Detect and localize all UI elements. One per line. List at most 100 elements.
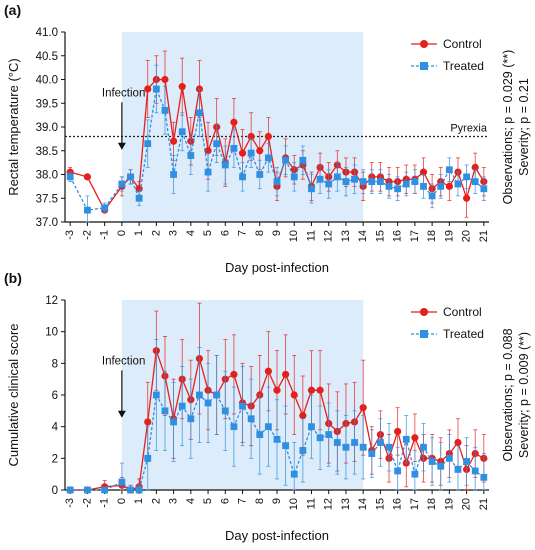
y-axis-label: Cumulative clinical score xyxy=(6,323,21,466)
x-tick-label: 5 xyxy=(202,230,214,236)
x-tick-label: -2 xyxy=(81,498,93,508)
data-point xyxy=(342,443,350,451)
x-tick-label: 15 xyxy=(374,498,386,510)
x-tick-label: 17 xyxy=(409,230,421,242)
infection-period-shade xyxy=(121,32,364,222)
x-tick-label: 13 xyxy=(340,498,352,510)
data-point xyxy=(204,147,212,155)
x-tick-label: 4 xyxy=(185,230,197,236)
data-point xyxy=(144,140,152,148)
legend-marker xyxy=(420,62,428,70)
x-tick-label: 7 xyxy=(237,230,249,236)
data-point xyxy=(178,128,186,136)
x-tick-label: 13 xyxy=(340,230,352,242)
x-tick-label: 10 xyxy=(288,230,300,242)
data-point xyxy=(437,182,445,190)
y-tick-label: 10 xyxy=(45,327,58,339)
data-point xyxy=(462,194,471,202)
y-tick-label: 6 xyxy=(52,390,58,402)
data-point xyxy=(66,173,74,181)
data-point xyxy=(221,407,229,415)
data-point xyxy=(161,407,169,415)
panel-label: (a) xyxy=(4,2,21,18)
data-point xyxy=(385,182,393,190)
data-point xyxy=(230,118,238,126)
x-tick-label: 9 xyxy=(271,498,283,504)
data-point xyxy=(402,180,410,188)
stats-text: Observations; p = 0.088 xyxy=(501,328,515,461)
x-tick-label: -1 xyxy=(99,230,111,240)
data-point xyxy=(84,486,91,494)
x-tick-label: 21 xyxy=(478,498,490,510)
data-point xyxy=(437,462,445,470)
data-point xyxy=(264,132,272,141)
x-tick-label: 18 xyxy=(426,230,438,242)
data-point xyxy=(273,178,281,186)
infection-arrow-head xyxy=(117,410,126,418)
data-point xyxy=(144,454,152,462)
data-point xyxy=(325,431,333,438)
data-point xyxy=(264,154,272,162)
x-tick-label: 8 xyxy=(254,230,266,236)
data-point xyxy=(377,178,384,186)
y-tick-label: 38.0 xyxy=(36,170,58,182)
y-tick-label: 2 xyxy=(52,453,58,465)
x-axis-label: Day post-infection xyxy=(225,260,329,275)
x-tick-label: 1 xyxy=(133,230,145,236)
legend-label: Treated xyxy=(443,327,484,341)
data-point xyxy=(144,85,152,93)
data-point xyxy=(359,404,367,412)
data-point xyxy=(420,443,427,451)
y-tick-label: 12 xyxy=(45,295,58,307)
x-tick-label: 6 xyxy=(219,230,231,236)
data-point xyxy=(170,418,177,426)
data-point xyxy=(247,149,255,157)
data-point xyxy=(342,178,350,186)
x-tick-label: 18 xyxy=(426,498,438,510)
data-point xyxy=(264,423,272,431)
x-tick-label: 12 xyxy=(323,230,335,242)
y-axis-label: Rectal temperature (°C) xyxy=(6,58,21,195)
x-tick-label: 4 xyxy=(185,498,197,504)
data-point xyxy=(239,402,246,410)
data-point xyxy=(445,182,453,190)
data-point xyxy=(247,415,255,423)
data-point xyxy=(428,192,436,200)
data-point xyxy=(152,85,160,93)
series-treated xyxy=(66,64,488,223)
x-tick-label: 0 xyxy=(116,230,128,236)
x-tick-label: 3 xyxy=(168,230,180,236)
data-point xyxy=(135,194,143,202)
x-tick-label: -3 xyxy=(64,230,76,240)
data-point xyxy=(273,435,281,443)
data-point xyxy=(204,168,212,176)
data-point xyxy=(213,391,221,399)
data-point xyxy=(144,418,152,426)
x-tick-label: 2 xyxy=(150,230,162,236)
data-point xyxy=(230,423,238,431)
data-point xyxy=(308,423,315,431)
y-tick-label: 37.0 xyxy=(36,217,58,229)
data-point xyxy=(127,486,134,494)
data-point xyxy=(161,75,169,84)
x-tick-label: -1 xyxy=(99,498,111,508)
data-point xyxy=(359,443,367,451)
data-point xyxy=(118,180,126,188)
data-point xyxy=(187,152,195,159)
x-tick-label: 0 xyxy=(116,498,128,504)
data-point xyxy=(135,486,143,494)
y-tick-label: 38.5 xyxy=(36,146,58,158)
data-point xyxy=(230,370,238,379)
x-tick-label: 16 xyxy=(392,230,404,242)
x-tick-label: -2 xyxy=(81,230,93,240)
y-tick-label: 4 xyxy=(52,422,59,434)
data-point xyxy=(213,140,221,148)
data-point xyxy=(471,178,479,186)
y-tick-label: 8 xyxy=(52,358,58,370)
data-point xyxy=(333,439,341,446)
data-point xyxy=(152,391,160,399)
data-point xyxy=(238,149,247,157)
series-line xyxy=(70,350,485,491)
data-point xyxy=(101,486,109,494)
